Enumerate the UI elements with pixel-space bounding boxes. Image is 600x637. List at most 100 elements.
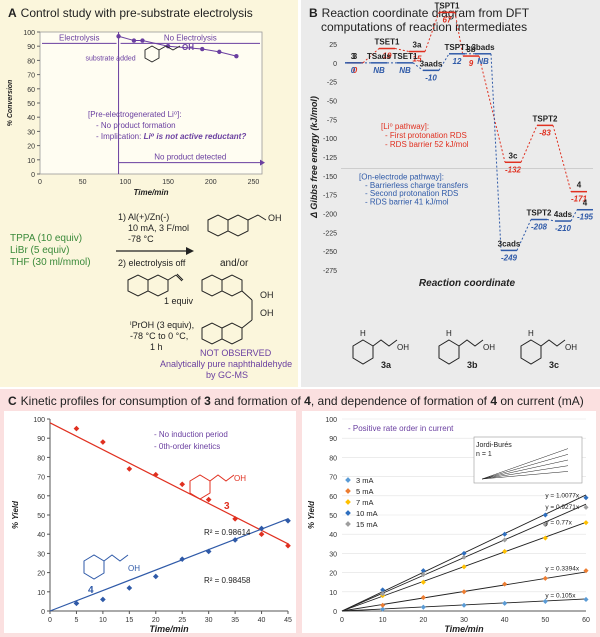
note: - Positive rate order in current <box>348 424 454 433</box>
y-tick-label: 70 <box>329 475 337 482</box>
ring-4 <box>83 554 105 580</box>
x-tick-label: 50 <box>541 617 549 624</box>
x-tick-label: 250 <box>248 179 260 186</box>
y-tick-label: 80 <box>37 455 45 462</box>
y-tick-label: 60 <box>27 87 35 94</box>
red-energy-value: 15 <box>413 55 422 64</box>
blue-note-1: [On-electrode pathway]: <box>359 173 444 182</box>
red-note-1: [Li⁰ pathway]: <box>381 122 429 131</box>
panel-a-title: A Control study with pre-substrate electr… <box>8 6 253 20</box>
x-axis-label: Time/min <box>134 188 169 197</box>
red-note-2: - First protonation RDS <box>385 131 467 140</box>
h-label-3: H <box>528 329 534 338</box>
x-tick-label: 10 <box>99 617 107 624</box>
red-species-label: 3 <box>353 52 358 61</box>
h-label-2: H <box>446 329 452 338</box>
data-point <box>542 575 548 581</box>
y-tick-label: 30 <box>27 129 35 136</box>
reagent-tppa: TPPA (10 equiv) <box>10 233 83 244</box>
blue-energy-value: NB <box>373 66 385 75</box>
inset-n: n = 1 <box>476 451 492 458</box>
panel-c-title: C Kinetic profiles for consumption of 3 a… <box>8 394 584 408</box>
panel-b-title-1: B Reaction coordinate diagram from DFT <box>309 6 530 20</box>
y-tick-label: -25 <box>327 80 337 87</box>
x-tick-label: 0 <box>340 617 344 624</box>
reagent-thf: THF (30 ml/mmol) <box>10 257 91 268</box>
point-3 <box>285 542 291 549</box>
y-tick-label: 10 <box>329 590 337 597</box>
side-chain-1 <box>372 339 398 347</box>
step2-label: 2) electrolysis off <box>118 258 186 268</box>
conversion-point <box>217 49 222 55</box>
x-tick-label: 40 <box>501 617 509 624</box>
x-tick-label: 20 <box>152 617 160 624</box>
y-tick-label: 40 <box>329 532 337 539</box>
oh-label-1: OH <box>268 213 282 223</box>
reaction-arrow <box>116 247 194 255</box>
x-tick-label: 35 <box>231 617 239 624</box>
fit-label: y = 0.9271x <box>545 504 580 511</box>
legend-label: 7 mA <box>356 498 374 507</box>
structure-3 <box>189 474 235 500</box>
cyclohexadienyl-ring-3 <box>520 339 542 365</box>
data-point <box>461 589 467 595</box>
point-4 <box>285 517 291 524</box>
blue-species-label: 3cads <box>498 239 521 248</box>
legend-marker <box>345 488 351 494</box>
step1-label: 1) Al(+)/Zn(-) <box>118 212 170 222</box>
point-3 <box>258 531 265 538</box>
blue-note-3: - Second protonation RDS <box>365 189 458 198</box>
y-tick-label: -100 <box>323 136 337 143</box>
data-point <box>502 600 508 606</box>
red-energy-value: 0 <box>353 66 358 75</box>
y-tick-label: 0 <box>333 609 337 616</box>
red-note-3: - RDS barrier 52 kJ/mol <box>385 140 469 149</box>
blue-connector <box>546 219 556 222</box>
trendline-3 <box>49 422 289 545</box>
inset-line <box>481 454 569 480</box>
point-3 <box>126 466 133 472</box>
cyclohexadienyl-ring-2 <box>438 339 460 365</box>
side-chain-3 <box>540 339 566 347</box>
point-3 <box>73 425 80 432</box>
structure-label-1: 3a <box>381 360 392 370</box>
conversion-point <box>131 38 137 43</box>
blue-energy-value: -210 <box>555 224 572 233</box>
data-point <box>461 554 467 560</box>
blue-species-label: TSads <box>367 52 392 61</box>
naphthaldehyde-structure <box>127 273 184 297</box>
red-species-label: TSET1 <box>375 38 400 47</box>
y-tick-label: 70 <box>37 475 45 482</box>
y-axis-label: % Yield <box>11 500 20 529</box>
y-tick-label: 20 <box>329 571 337 578</box>
fit-label: y = 1.0077x <box>545 493 580 500</box>
fit-label: y = 0.105x <box>545 592 576 599</box>
step1-current: 10 mA, 3 F/mol <box>128 223 190 233</box>
blue-connector <box>438 53 450 71</box>
y-tick-label: 30 <box>329 551 337 558</box>
r2-blue-label: R² = 0.98458 <box>204 576 251 585</box>
y-tick-label: -75 <box>327 117 337 124</box>
oh-label-3: OH <box>565 343 577 352</box>
blue-energy-value: -249 <box>501 253 518 262</box>
y-tick-label: 30 <box>37 551 45 558</box>
reaction-coordinate-chart: 250-25-50-75-100-125-150-175-200-225-250… <box>309 1 594 370</box>
y-tick-label: 20 <box>37 571 45 578</box>
x-tick-label: 20 <box>419 617 427 624</box>
analytic-line-2: by GC-MS <box>206 370 249 380</box>
data-point <box>380 591 386 597</box>
current-dependence-chart: 0 10 20 30 40 50 60 70 80 90 100 0 10 20 30 40 50 60 Time/… <box>302 411 596 633</box>
y-tick-label: 0 <box>333 61 337 68</box>
data-point <box>420 604 426 610</box>
blue-energy-value: NB <box>399 66 411 75</box>
red-energy-value: 67 <box>443 15 452 24</box>
point-4 <box>179 556 186 562</box>
red-connector <box>478 55 506 163</box>
substrate-added-label: substrate added <box>85 55 135 62</box>
blue-energy-value: -10 <box>425 73 437 82</box>
fit-label: y = 0.3394x <box>545 566 580 573</box>
benzene-3 <box>189 474 211 500</box>
kinetics-chart: 0 10 20 30 40 50 60 70 80 90 100 0 5 10 15 20 25 30 35 40 45… <box>4 411 296 633</box>
x-axis-label: Time/min <box>149 624 189 633</box>
y-tick-label: 50 <box>27 101 35 108</box>
